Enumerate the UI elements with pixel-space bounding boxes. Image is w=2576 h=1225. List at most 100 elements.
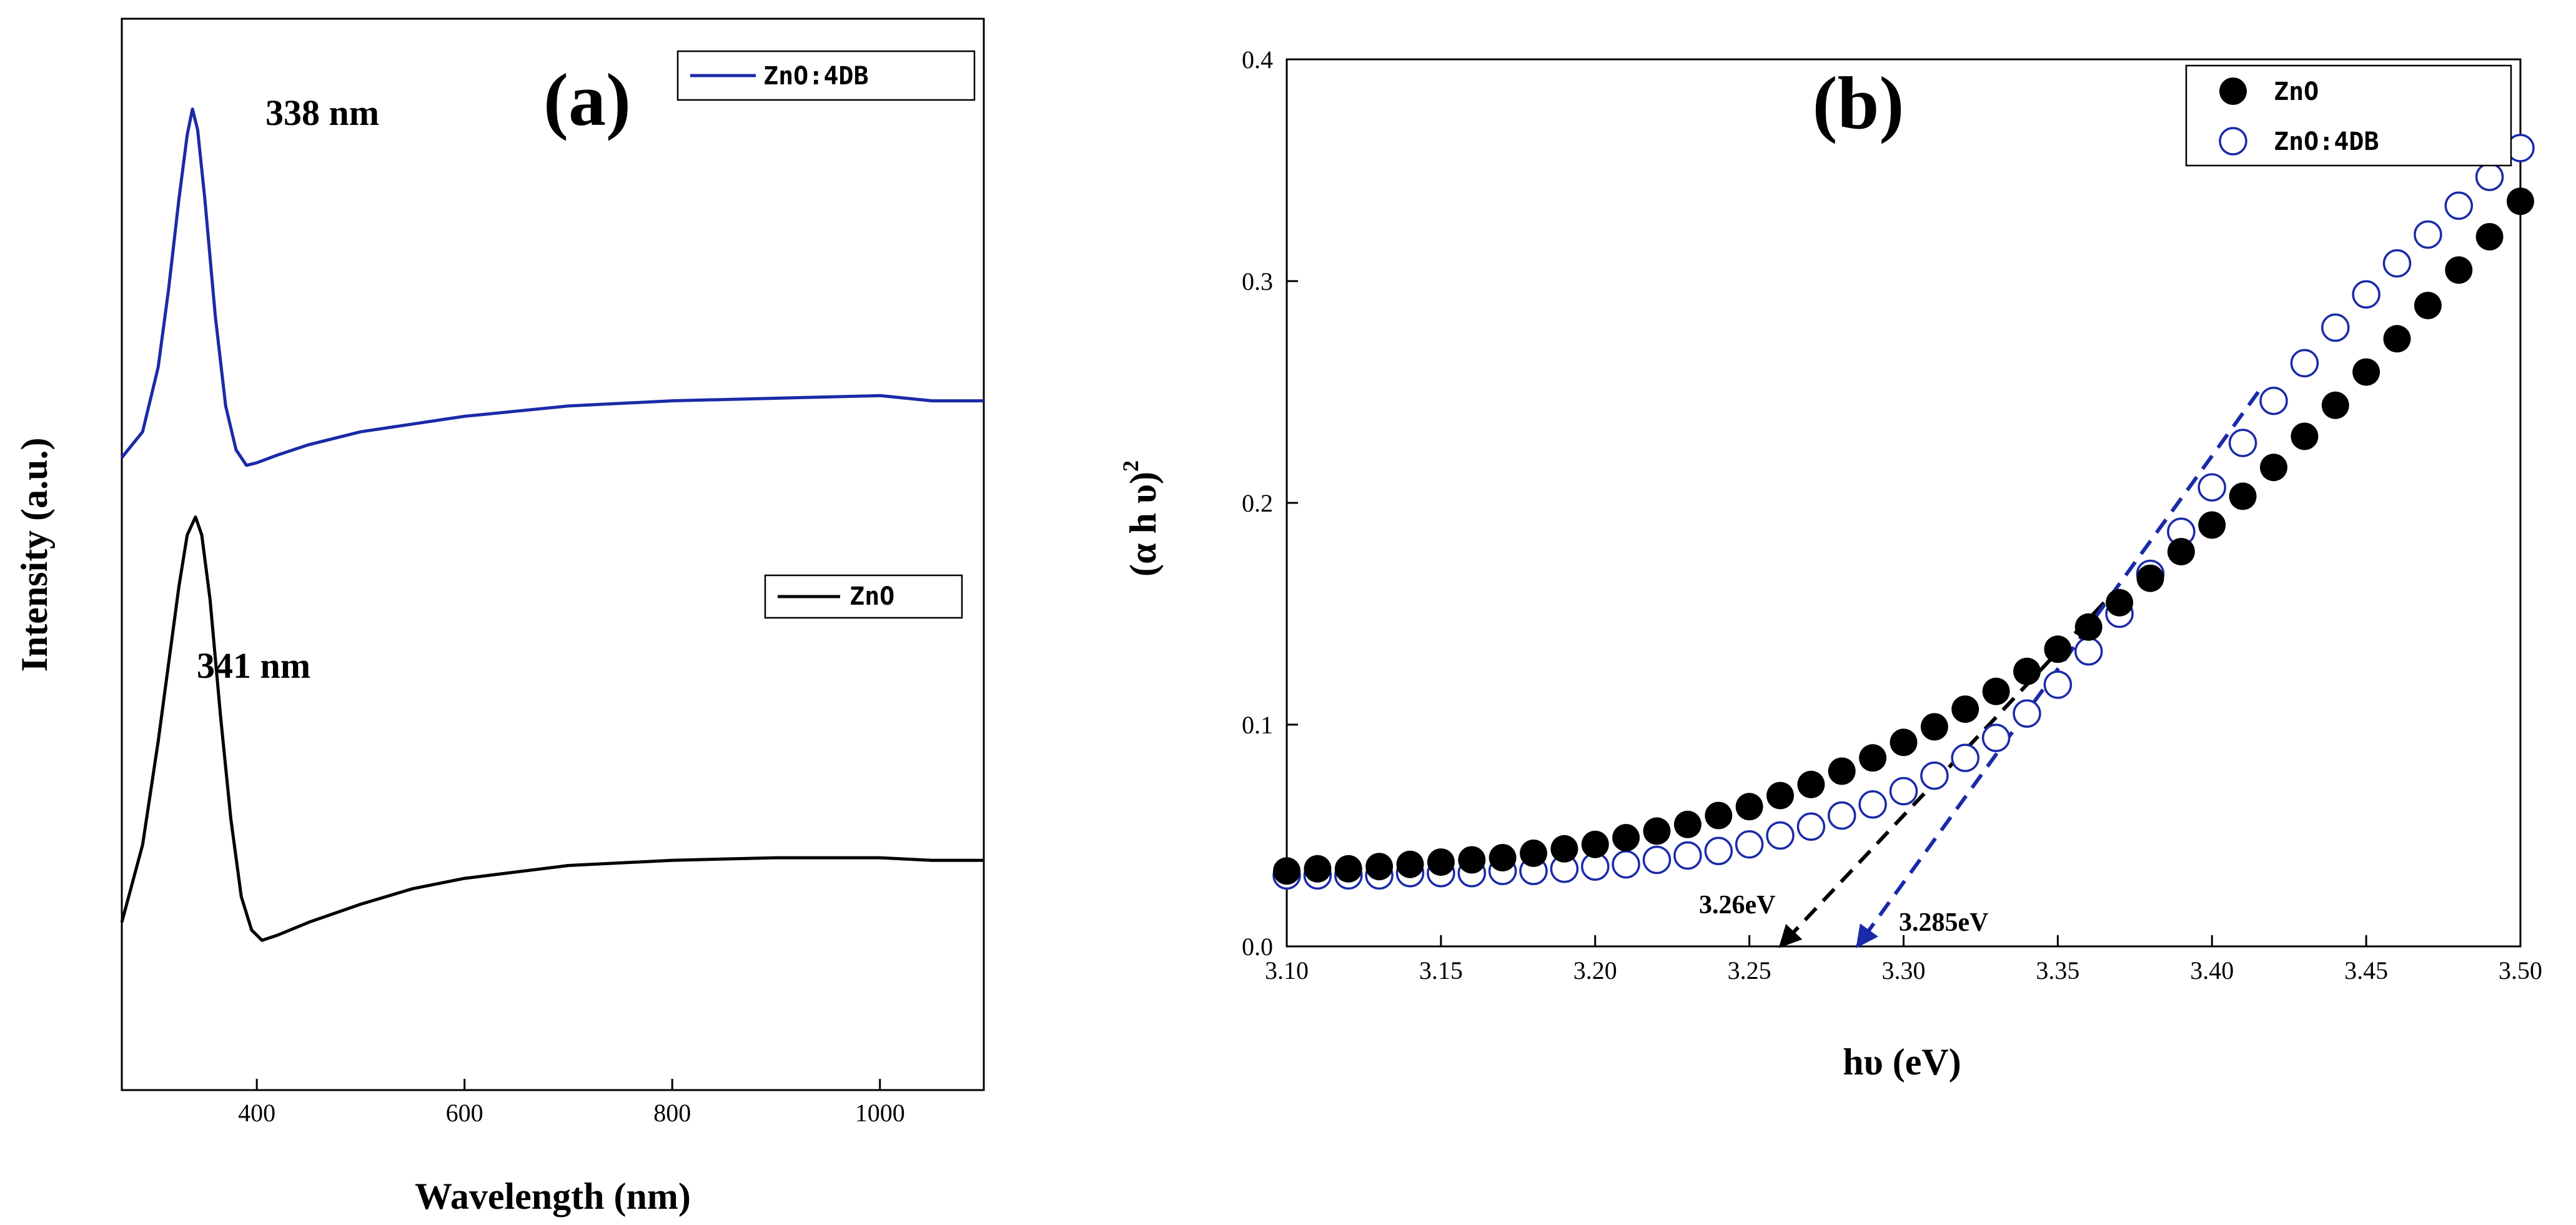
point-zno bbox=[1458, 846, 1486, 874]
panel-a-label: (a) bbox=[543, 58, 631, 141]
legend-b-zno-marker bbox=[2219, 77, 2247, 105]
point-zno bbox=[2167, 538, 2195, 566]
b-x-tick-label: 3.10 bbox=[1265, 956, 1309, 984]
point-zno bbox=[2475, 223, 2504, 250]
b-x-tick-label: 3.20 bbox=[1573, 956, 1617, 984]
point-zno bbox=[2198, 511, 2226, 539]
point-zno bbox=[1643, 817, 1671, 845]
point-zno4db bbox=[1642, 845, 1672, 875]
legend-zno-label: ZnO bbox=[850, 582, 894, 611]
peak-label-zno4db: 338 nm bbox=[265, 92, 379, 133]
b-y-tick-label: 0.4 bbox=[1242, 46, 1273, 74]
panel-b-ticks: 3.10 3.15 3.20 3.25 3.30 3.35 3.40 3.45 3.50 0.0 0… bbox=[1242, 46, 2542, 984]
point-zno4db bbox=[1796, 812, 1826, 841]
point-zno bbox=[1705, 801, 1733, 830]
point-zno4db bbox=[1612, 850, 1640, 879]
point-zno4db bbox=[2197, 473, 2226, 502]
point-zno bbox=[2321, 391, 2349, 419]
point-zno bbox=[2352, 358, 2380, 386]
point-zno bbox=[2136, 564, 2164, 592]
point-zno bbox=[2260, 454, 2287, 482]
point-zno4db bbox=[1920, 761, 1949, 790]
panel-b-x-axis-label: hυ (eV) bbox=[1843, 1041, 1961, 1083]
point-zno4db bbox=[2414, 220, 2442, 249]
point-zno4db bbox=[2228, 429, 2257, 457]
panel-a-y-axis-label: Intensity (a.u.) bbox=[14, 437, 55, 672]
point-zno bbox=[1859, 744, 1887, 772]
series-line-zno4db bbox=[121, 107, 984, 467]
point-zno bbox=[1581, 830, 1609, 858]
point-zno bbox=[1489, 844, 1517, 871]
panel-a-x-axis-label: Wavelength (nm) bbox=[415, 1176, 691, 1217]
point-zno4db bbox=[1704, 836, 1733, 866]
panel-a: 400 600 800 1000 (a) 338 nm 341 nm ZnO:4DB … bbox=[14, 17, 985, 1217]
panel-b-label: (b) bbox=[1813, 61, 1905, 144]
point-zno4db bbox=[1673, 841, 1702, 870]
point-zno4db bbox=[2259, 386, 2288, 415]
point-zno bbox=[1766, 781, 1794, 810]
annotation-3-26ev: 3.26eV bbox=[1699, 891, 1775, 920]
point-zno bbox=[2106, 588, 2134, 617]
legend-zno: ZnO bbox=[764, 574, 963, 619]
b-x-tick-label: 3.15 bbox=[1419, 956, 1463, 984]
legend-b-zno4db-marker bbox=[2219, 127, 2247, 156]
point-zno4db bbox=[1827, 801, 1856, 830]
point-zno bbox=[2074, 613, 2103, 641]
point-zno bbox=[1365, 853, 1394, 881]
annotation-3-285ev: 3.285eV bbox=[1899, 908, 1988, 937]
point-zno4db bbox=[1889, 776, 1918, 806]
point-zno bbox=[2445, 256, 2473, 284]
point-zno4db bbox=[2352, 280, 2380, 309]
a-x-tick-label: 1000 bbox=[855, 1099, 905, 1127]
point-zno bbox=[1982, 677, 2010, 705]
point-zno bbox=[2291, 422, 2319, 450]
point-zno bbox=[1427, 848, 1455, 876]
point-zno bbox=[2013, 657, 2041, 685]
b-y-tick-label: 0.2 bbox=[1242, 489, 1273, 517]
point-zno bbox=[1304, 855, 1332, 883]
a-x-tick-label: 400 bbox=[238, 1099, 275, 1127]
point-zno bbox=[2507, 187, 2534, 216]
point-zno bbox=[1828, 757, 1856, 785]
point-zno bbox=[1797, 770, 1825, 798]
point-zno bbox=[1273, 857, 1300, 885]
point-zno bbox=[1951, 695, 1979, 723]
panel-a-x-ticks: 400 600 800 1000 bbox=[238, 1079, 905, 1127]
point-zno bbox=[1334, 855, 1362, 883]
point-zno4db bbox=[2382, 249, 2412, 278]
panel-b-series bbox=[1272, 134, 2535, 890]
point-zno4db bbox=[1735, 830, 1764, 859]
legend-b: ZnO ZnO:4DB bbox=[2185, 64, 2512, 167]
point-zno bbox=[2229, 482, 2257, 510]
b-y-tick-label: 0.3 bbox=[1242, 267, 1273, 295]
point-zno bbox=[1550, 835, 1578, 863]
peak-label-zno: 341 nm bbox=[197, 645, 310, 686]
point-zno4db bbox=[2290, 349, 2319, 378]
point-zno bbox=[1396, 850, 1424, 878]
b-x-tick-label: 3.40 bbox=[2190, 956, 2234, 984]
b-x-tick-label: 3.50 bbox=[2499, 956, 2542, 984]
panel-a-plot-frame bbox=[121, 17, 985, 1091]
point-zno4db bbox=[1766, 821, 1795, 850]
panel-b: 3.10 3.15 3.20 3.25 3.30 3.35 3.40 3.45 3.50 0.0 0… bbox=[1118, 46, 2542, 1083]
legend-zno4db: ZnO:4DB bbox=[676, 50, 976, 101]
legend-b-zno4db-label: ZnO:4DB bbox=[2274, 127, 2379, 156]
panel-b-y-axis-label-text: (α h υ)2 bbox=[1118, 460, 1164, 577]
panel-b-y-axis-label-main: (α h υ) bbox=[1122, 472, 1164, 577]
point-zno4db bbox=[1981, 723, 2011, 753]
point-zno4db bbox=[2043, 670, 2073, 699]
point-zno bbox=[2383, 325, 2411, 353]
point-zno bbox=[2044, 635, 2072, 663]
b-x-tick-label: 3.25 bbox=[1728, 956, 1771, 984]
panel-b-y-axis-label-sup: 2 bbox=[1118, 460, 1143, 472]
a-x-tick-label: 800 bbox=[653, 1099, 691, 1127]
point-zno4db bbox=[2013, 699, 2041, 728]
point-zno bbox=[1612, 824, 1640, 851]
point-zno bbox=[1920, 713, 1948, 741]
b-y-tick-label: 0.0 bbox=[1242, 933, 1273, 961]
point-zno4db bbox=[2321, 313, 2350, 342]
point-zno bbox=[1890, 728, 1918, 756]
b-y-tick-label: 0.1 bbox=[1242, 711, 1273, 739]
series-line-zno bbox=[120, 515, 984, 942]
